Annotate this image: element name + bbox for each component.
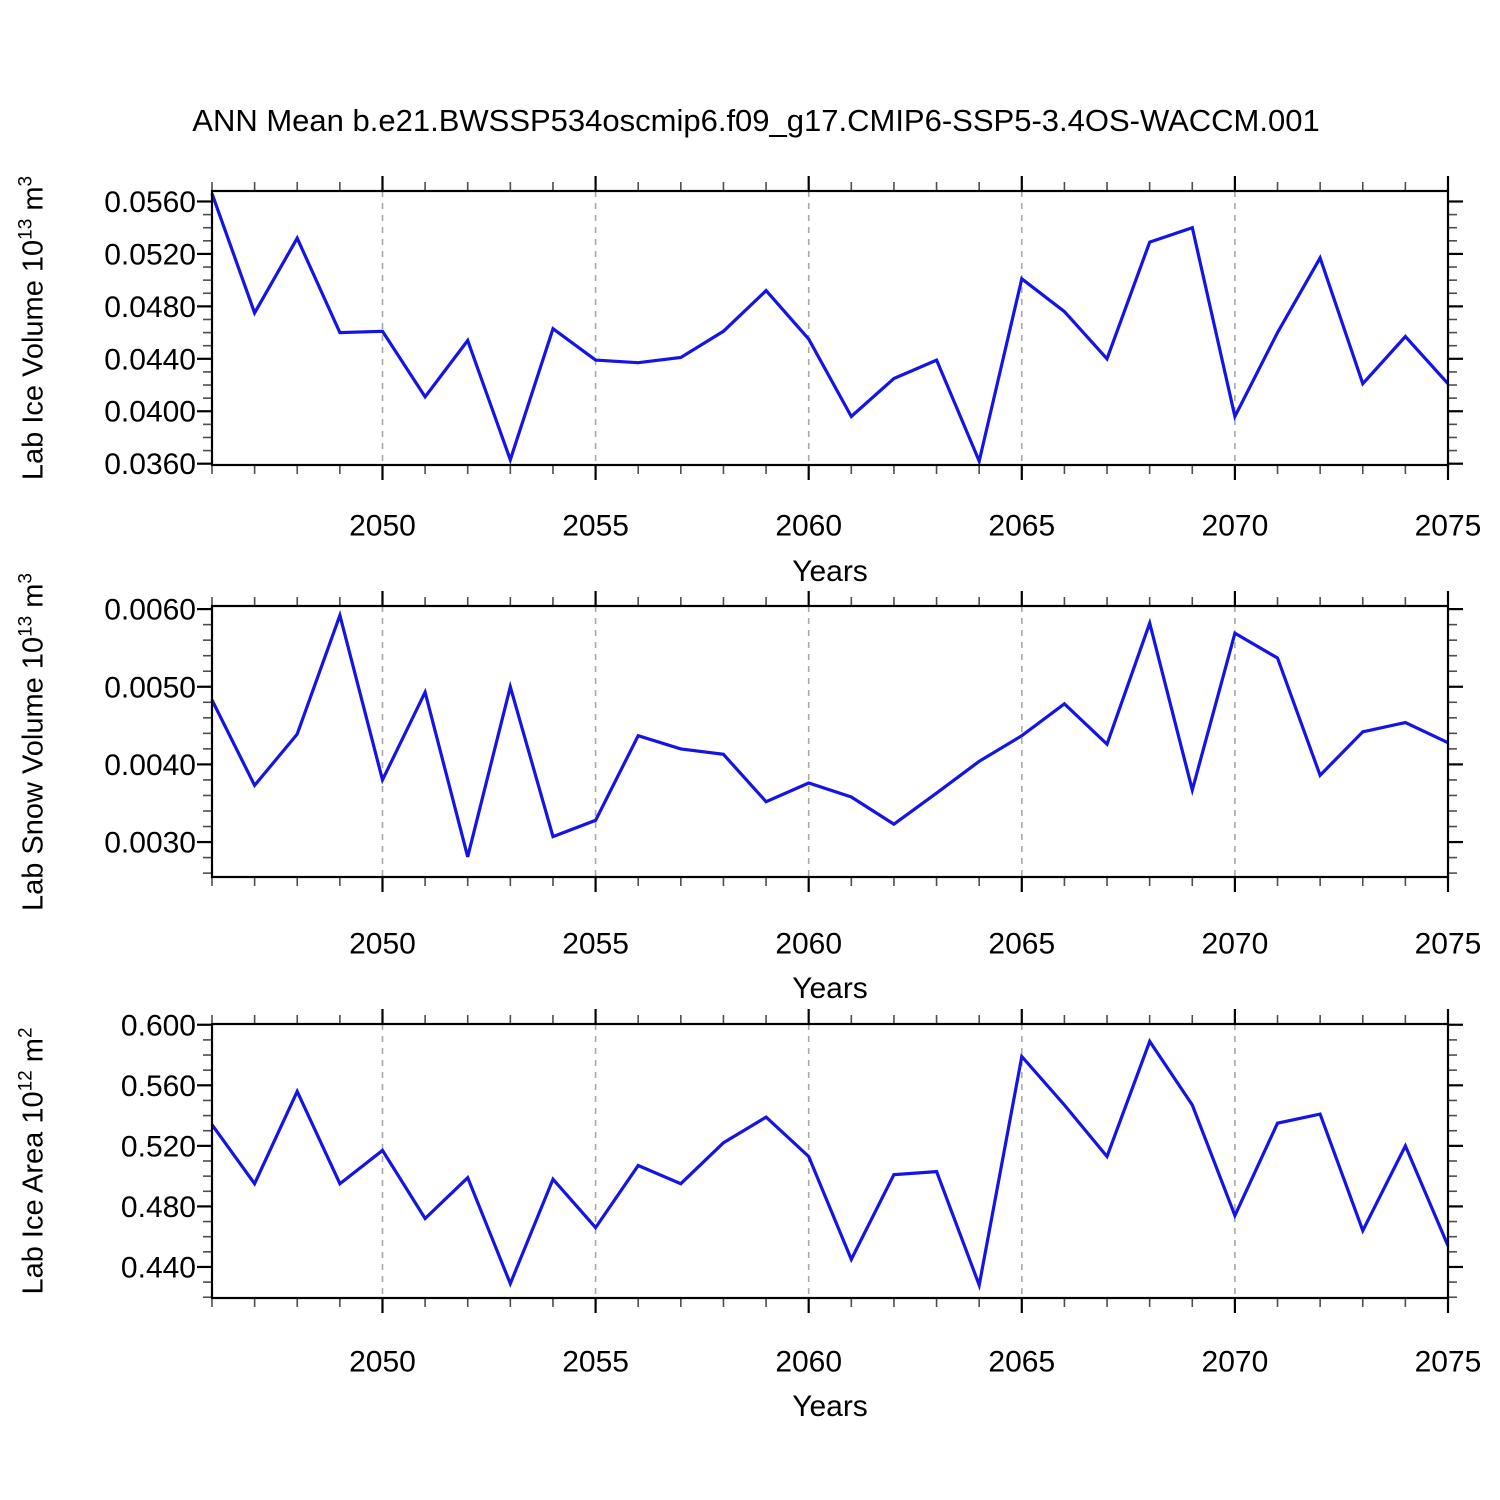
series-line <box>210 609 1449 858</box>
panel-3: 0.440 0.480 0.520 0.560 0.600 2050 2055 2060 206… <box>121 1009 1481 1379</box>
plot-border <box>210 1022 1450 1300</box>
y-tick-label: 0.0040 <box>104 749 196 782</box>
x-tick-label: 2050 <box>349 510 416 543</box>
y-tick-label: 0.440 <box>121 1251 196 1284</box>
x-tick-label: 2055 <box>562 928 629 961</box>
x-tick-label: 2075 <box>1415 510 1482 543</box>
series-line <box>210 1037 1450 1292</box>
panel-2: 0.0030 0.0040 0.0050 0.0060 2050 2055 2060 2065… <box>104 591 1481 961</box>
x-tick-label: 2070 <box>1202 928 1269 961</box>
x-tick-label: 2075 <box>1415 1346 1482 1379</box>
x-tick-label: 2060 <box>775 928 842 961</box>
y-tick-label: 0.0030 <box>104 827 196 860</box>
y-tick-label: 0.0360 <box>104 448 196 481</box>
y-tick-label: 0.520 <box>121 1130 196 1163</box>
plot-border <box>210 189 1450 467</box>
y-tick-label: 0.0400 <box>104 396 196 429</box>
plot-border <box>210 604 1450 879</box>
y-tick-label: 0.0440 <box>104 343 196 376</box>
x-axis-label-panel-2: Years <box>792 972 868 1005</box>
y-tick-label: 0.600 <box>121 1009 196 1042</box>
x-tick-label: 2065 <box>988 510 1055 543</box>
y-tick-label: 0.480 <box>121 1191 196 1224</box>
x-tick-label: 2070 <box>1202 510 1269 543</box>
x-tick-label: 2065 <box>988 1346 1055 1379</box>
x-axis-label-panel-3: Years <box>792 1390 868 1423</box>
x-tick-label: 2075 <box>1415 928 1482 961</box>
x-tick-label: 2060 <box>775 510 842 543</box>
x-tick-label: 2050 <box>349 1346 416 1379</box>
x-tick-label: 2055 <box>562 1346 629 1379</box>
y-tick-label: 0.0050 <box>104 671 196 704</box>
x-tick-label: 2055 <box>562 510 629 543</box>
x-tick-label: 2060 <box>775 1346 842 1379</box>
y-tick-label: 0.0560 <box>104 186 196 219</box>
series-line <box>210 193 1450 467</box>
x-axis-label-panel-1: Years <box>792 555 868 588</box>
panel-1: 0.0360 0.0400 0.0440 0.0480 0.0520 0.0560 2050… <box>104 176 1481 543</box>
y-tick-label: 0.0480 <box>104 291 196 324</box>
x-tick-label: 2065 <box>988 928 1055 961</box>
x-tick-label: 2050 <box>349 928 416 961</box>
y-tick-label: 0.560 <box>121 1070 196 1103</box>
x-tick-label: 2070 <box>1202 1346 1269 1379</box>
y-tick-label: 0.0520 <box>104 238 196 271</box>
y-tick-label: 0.0060 <box>104 594 196 627</box>
chart-title: ANN Mean b.e21.BWSSP534oscmip6.f09_g17.C… <box>192 103 1320 138</box>
